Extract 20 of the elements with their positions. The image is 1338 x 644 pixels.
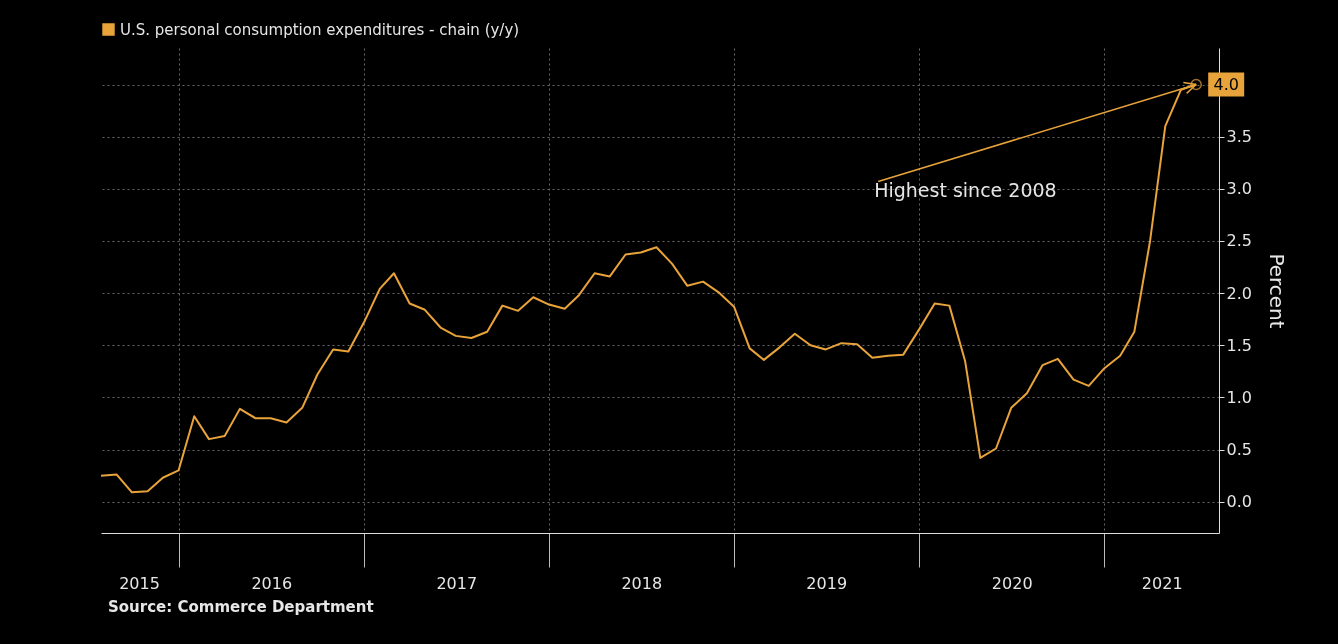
y-axis-title: Percent [1264, 253, 1289, 329]
y-tick-label: 2.0 [1226, 283, 1252, 303]
x-tick-label: 2020 [991, 573, 1033, 593]
y-tick-label: 1.5 [1226, 335, 1252, 355]
x-tick-label: 2021 [1141, 573, 1183, 593]
data-label: 4.0 [1213, 74, 1239, 94]
y-tick-label: 3.5 [1226, 127, 1252, 147]
y-tick-label: 3.0 [1226, 179, 1252, 199]
x-tick-label: 2019 [806, 573, 848, 593]
annotation: Highest since 2008 [874, 178, 1057, 201]
y-tick-label: 0.0 [1226, 492, 1252, 512]
x-tick-label: 2017 [436, 573, 478, 593]
x-tick-label: 2015 [119, 573, 160, 593]
y-tick-label: 1.0 [1226, 387, 1252, 407]
source-note: Source: Commerce Department [108, 598, 374, 616]
y-tick-label: 0.5 [1226, 440, 1252, 460]
x-tick-label: 2016 [251, 573, 293, 593]
y-tick-label: 2.5 [1226, 231, 1252, 251]
legend-label: U.S. personal consumption expenditures - chain (y/y) [120, 20, 520, 39]
x-tick-label: 2018 [621, 573, 663, 593]
